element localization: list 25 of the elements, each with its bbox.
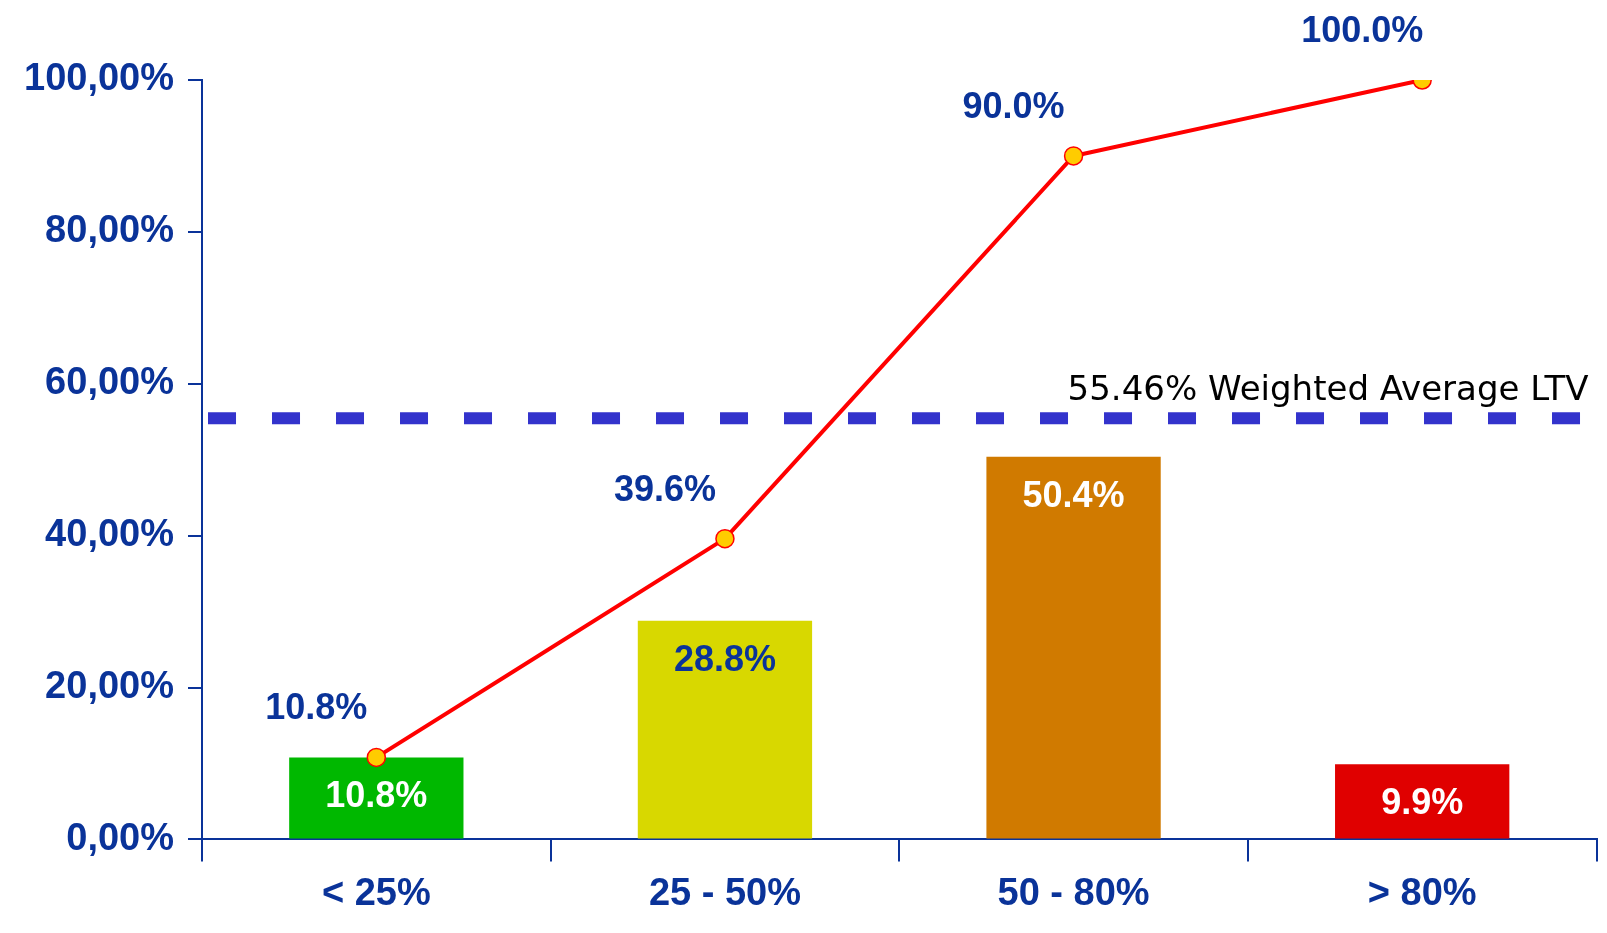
- point: [715, 528, 735, 549]
- y-tick-label: 80,00%: [45, 208, 175, 251]
- point: [1063, 146, 1084, 166]
- x-tick-label: 50 - 80%: [997, 870, 1150, 913]
- ref-line-label: 55.46% Weighted Average LTV: [1067, 368, 1589, 409]
- data-label: 28.8%: [673, 637, 776, 679]
- x-tick-label: 25 - 50%: [648, 870, 801, 913]
- data-label: 100.0%: [1301, 8, 1424, 50]
- data-label: 39.6%: [613, 467, 716, 509]
- x-tick-label: > 80%: [1367, 870, 1477, 913]
- y-tick-label: 0,00%: [66, 815, 175, 858]
- data-label: 50.4%: [1022, 473, 1125, 515]
- y-tick-label: 100,00%: [24, 56, 175, 99]
- y-tick-label: 60,00%: [45, 360, 175, 403]
- y-tick-label: 20,00%: [45, 664, 175, 706]
- data-label: 9.9%: [1381, 781, 1464, 823]
- data-label: 10.8%: [325, 774, 428, 816]
- bar: [1335, 764, 1510, 839]
- data-label: 10.8%: [265, 686, 368, 728]
- x-tick-label: < 25%: [321, 870, 431, 913]
- data-label: 90.0%: [962, 84, 1065, 126]
- y-tick-label: 40,00%: [45, 512, 175, 555]
- bar: [637, 620, 813, 839]
- bar: [986, 456, 1161, 839]
- point: [366, 747, 387, 768]
